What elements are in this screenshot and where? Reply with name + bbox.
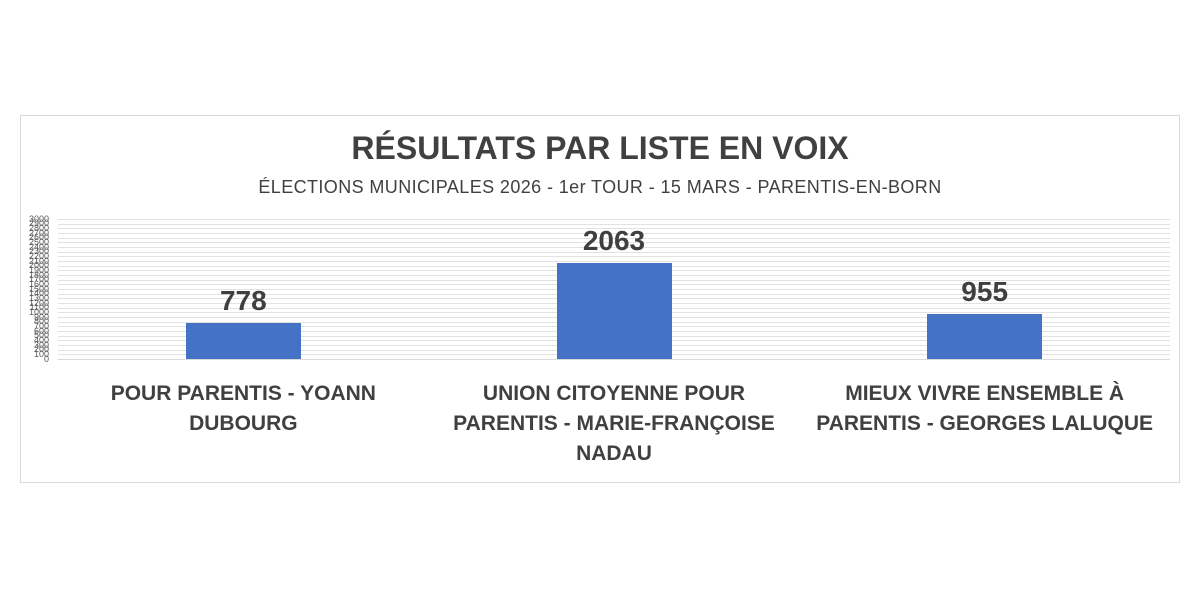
- gridline: [58, 219, 1170, 220]
- category-label: UNION CITOYENNE POUR PARENTIS - MARIE-FR…: [453, 382, 775, 465]
- bar-series1-cat2: [556, 262, 672, 359]
- bar-value-label: 2063: [582, 224, 646, 256]
- y-axis-tick-label: 2500: [28, 236, 49, 247]
- gridline: [58, 256, 1170, 258]
- y-axis-tick-label: 200: [33, 344, 49, 355]
- y-axis-tick-label: 1800: [28, 269, 49, 280]
- y-axis-tick-label: 1000: [28, 306, 49, 317]
- y-axis-tick-label: 700: [33, 320, 49, 331]
- y-axis-tick-label: 0: [43, 353, 49, 364]
- y-axis-tick-label: 3000: [28, 213, 49, 224]
- y-axis-tick-label: 1200: [28, 297, 49, 308]
- y-axis-tick-label: 1100: [29, 302, 49, 313]
- y-axis-tick-label: 1600: [28, 278, 49, 289]
- gridline: [58, 223, 1170, 225]
- y-axis-tick-label: 2600: [28, 232, 49, 243]
- gridline: [58, 237, 1170, 239]
- x-axis-line: [58, 359, 1170, 360]
- y-axis-tick-label: 2800: [28, 222, 49, 233]
- y-axis-tick-label: 800: [33, 316, 49, 327]
- bar-value-label: 955: [961, 276, 1009, 308]
- chart-container: RÉSULTATS PAR LISTE EN VOIX ÉLECTIONS MU…: [20, 115, 1180, 483]
- y-axis-tick-label: 600: [33, 325, 49, 336]
- y-axis-tick-label: 2700: [28, 227, 49, 238]
- y-axis-tick-label: 2900: [28, 218, 49, 229]
- y-axis-tick-label: 1900: [28, 264, 49, 275]
- gridline: [58, 228, 1170, 230]
- y-axis-tick-label: 2100: [28, 255, 49, 266]
- y-axis-tick-label: 500: [33, 330, 49, 341]
- y-axis-tick-label: 1300: [28, 292, 49, 303]
- bar-series1-cat3: [927, 314, 1043, 359]
- y-axis-tick-label: 2000: [28, 260, 49, 271]
- y-axis-tick-label: 1400: [28, 288, 49, 299]
- plot-area: 0 100 200 300 400 500 600 700 800 900 1000 1100 1200…: [29, 214, 1170, 363]
- bar-value-label: 778: [219, 284, 267, 316]
- y-axis-tick-label: 900: [33, 311, 49, 322]
- gridline: [58, 247, 1170, 248]
- y-axis-tick-label: 2200: [28, 250, 49, 261]
- gridline: [58, 251, 1170, 253]
- gridline: [58, 261, 1170, 262]
- chart-title: RÉSULTATS PAR LISTE EN VOIX: [351, 130, 849, 166]
- y-axis-tick-label: 2300: [28, 246, 49, 257]
- gridline: [58, 242, 1170, 244]
- y-axis-tick-label: 2400: [28, 241, 49, 252]
- category-label: MIEUX VIVRE ENSEMBLE À PARENTIS - GEORGE…: [816, 382, 1154, 435]
- y-axis-tick-label: 1500: [28, 283, 49, 294]
- bar-series1-cat1: [185, 322, 301, 359]
- y-axis-tick-label: 100: [33, 348, 49, 359]
- chart-subtitle: ÉLECTIONS MUNICIPALES 2026 - 1er TOUR - …: [258, 177, 942, 197]
- y-axis-tick-label: 400: [33, 334, 49, 345]
- category-axis: POUR PARENTIS - YOANN DUBOURG UNION CITOY…: [58, 379, 1170, 479]
- y-axis-tick-label: 300: [33, 339, 49, 350]
- gridline: [58, 233, 1170, 234]
- category-label: POUR PARENTIS - YOANN DUBOURG: [110, 382, 376, 435]
- y-axis-tick-label: 1700: [28, 274, 49, 285]
